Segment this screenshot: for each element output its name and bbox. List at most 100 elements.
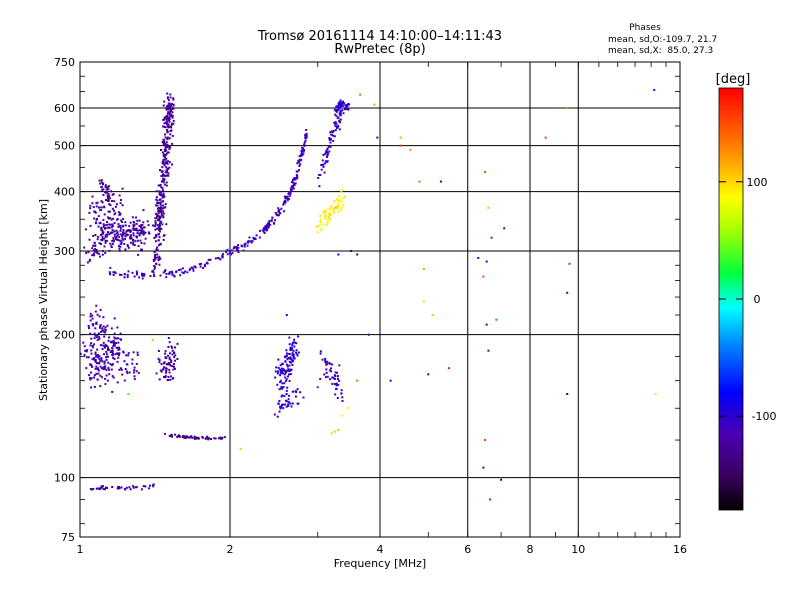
data-point — [104, 234, 107, 237]
data-point — [108, 223, 111, 226]
data-point — [101, 239, 104, 242]
data-point — [137, 371, 140, 374]
data-point — [111, 375, 114, 378]
data-point — [148, 487, 150, 490]
data-point — [277, 207, 280, 210]
data-point — [94, 244, 97, 247]
data-point — [286, 354, 288, 357]
data-point — [293, 184, 296, 186]
data-point — [165, 169, 168, 172]
data-point — [198, 263, 201, 266]
data-point — [291, 180, 293, 183]
data-point — [334, 371, 337, 374]
data-point — [154, 220, 157, 223]
data-point — [162, 177, 165, 180]
data-point — [113, 230, 116, 233]
data-point — [118, 225, 121, 228]
data-point — [324, 152, 327, 155]
data-point — [341, 104, 344, 107]
data-point — [157, 357, 160, 360]
data-point — [328, 217, 331, 220]
data-point — [329, 213, 332, 216]
data-point — [96, 336, 98, 339]
data-point — [104, 185, 107, 188]
data-point — [566, 291, 569, 294]
data-point — [164, 146, 167, 149]
data-point — [161, 162, 164, 165]
data-point — [163, 125, 166, 128]
data-point — [503, 227, 506, 230]
y-tick-label: 600 — [54, 102, 75, 115]
data-point — [291, 341, 294, 344]
data-point — [209, 258, 212, 261]
data-point — [105, 188, 108, 191]
data-point — [94, 351, 97, 354]
data-point — [96, 252, 99, 255]
data-point — [162, 155, 165, 158]
data-point — [156, 246, 158, 249]
data-point — [304, 139, 307, 142]
data-point — [156, 213, 159, 216]
data-point — [321, 159, 324, 162]
data-point — [135, 370, 138, 373]
data-point — [188, 268, 191, 271]
data-point — [105, 356, 107, 359]
data-point — [121, 235, 124, 238]
data-point — [109, 204, 112, 207]
data-point — [285, 389, 288, 392]
data-point — [154, 234, 157, 237]
data-point — [221, 255, 224, 258]
data-point — [92, 254, 95, 257]
data-point — [166, 116, 169, 119]
data-point — [112, 356, 115, 359]
data-point — [135, 486, 138, 489]
data-point — [155, 263, 158, 266]
data-point — [322, 154, 325, 156]
data-point — [332, 212, 335, 215]
data-point — [489, 498, 491, 501]
data-point — [339, 118, 342, 121]
data-point — [118, 368, 121, 371]
data-point — [337, 378, 339, 381]
data-point — [285, 378, 288, 381]
data-point — [124, 221, 127, 224]
data-point — [207, 258, 210, 261]
x-tick-label: 1 — [77, 543, 84, 556]
data-point — [96, 339, 99, 342]
data-point — [328, 213, 331, 216]
data-point — [263, 228, 266, 231]
data-point — [292, 356, 295, 359]
data-point — [137, 245, 140, 248]
data-point — [285, 363, 288, 366]
data-point — [124, 488, 127, 491]
data-point — [171, 346, 174, 349]
data-point — [104, 191, 106, 194]
data-point — [97, 215, 100, 218]
data-point — [316, 386, 319, 389]
data-point — [98, 355, 101, 358]
data-point — [174, 367, 176, 370]
data-point — [160, 363, 163, 365]
data-point — [356, 253, 359, 256]
data-point — [331, 376, 334, 379]
data-point — [296, 354, 299, 357]
data-point — [179, 268, 182, 271]
data-point — [162, 118, 165, 121]
data-point — [287, 394, 290, 397]
data-point — [111, 226, 113, 229]
data-point — [294, 182, 297, 185]
data-point — [155, 190, 158, 193]
data-point — [171, 353, 174, 356]
chart-title: Tromsø 20161114 14:10:00–14:11:43 — [257, 29, 502, 44]
data-point — [107, 216, 109, 219]
data-point — [138, 225, 141, 228]
data-point — [122, 218, 125, 220]
data-point — [321, 211, 324, 214]
data-point — [92, 235, 95, 237]
data-point — [96, 487, 99, 490]
data-point — [89, 332, 92, 335]
data-point — [133, 221, 136, 224]
data-point — [278, 388, 281, 391]
data-point — [172, 368, 175, 371]
data-point — [88, 259, 91, 262]
